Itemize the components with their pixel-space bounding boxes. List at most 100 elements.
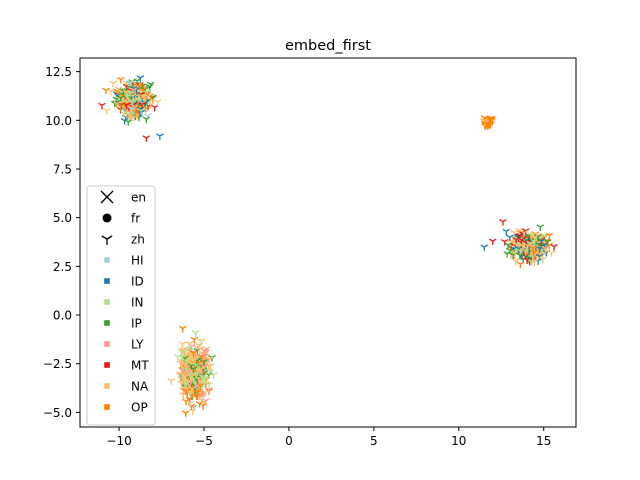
data-point bbox=[543, 239, 552, 246]
legend-label: NA bbox=[131, 380, 149, 394]
data-point bbox=[153, 99, 162, 106]
data-point bbox=[122, 102, 131, 110]
plot-frame bbox=[79, 57, 577, 428]
data-point bbox=[547, 250, 556, 257]
legend-marker bbox=[104, 341, 110, 347]
data-point bbox=[117, 95, 125, 102]
data-point bbox=[179, 348, 188, 356]
legend-label: IP bbox=[131, 317, 142, 331]
data-point bbox=[109, 80, 117, 88]
data-point bbox=[191, 330, 200, 337]
data-point bbox=[138, 101, 146, 109]
data-point bbox=[499, 219, 507, 226]
legend-label: MT bbox=[131, 359, 149, 373]
data-point bbox=[195, 401, 204, 408]
legend-entry: zh bbox=[101, 233, 145, 247]
data-point bbox=[142, 116, 151, 123]
data-point bbox=[545, 232, 554, 240]
chart-title: embed_first bbox=[285, 38, 371, 54]
legend-label: LY bbox=[131, 338, 144, 352]
data-point bbox=[117, 76, 125, 84]
data-point bbox=[102, 108, 111, 115]
data-point bbox=[189, 366, 198, 373]
legend-marker bbox=[104, 299, 110, 305]
data-point bbox=[514, 227, 523, 235]
data-point bbox=[156, 133, 164, 140]
legend-entry: HI bbox=[104, 254, 144, 268]
legend-label: en bbox=[131, 191, 146, 205]
legend-entry: NA bbox=[104, 380, 149, 394]
data-point bbox=[133, 78, 141, 85]
legend-marker bbox=[104, 362, 110, 368]
legend-entry: en bbox=[100, 190, 146, 205]
data-point bbox=[539, 256, 547, 264]
data-point bbox=[535, 253, 544, 261]
x-tick-label: 10 bbox=[451, 434, 466, 448]
x-tick-label: 0 bbox=[285, 434, 293, 448]
data-point bbox=[126, 90, 134, 97]
legend-label: HI bbox=[131, 254, 144, 268]
legend-entry: fr bbox=[102, 212, 140, 226]
data-point bbox=[516, 252, 524, 260]
legend-marker bbox=[104, 383, 110, 389]
y-tick-label: 7.5 bbox=[53, 162, 72, 176]
data-point bbox=[188, 408, 197, 416]
y-tick-label: 0.0 bbox=[53, 309, 72, 323]
data-point bbox=[520, 230, 528, 237]
data-point bbox=[183, 386, 192, 393]
data-point bbox=[201, 353, 210, 361]
y-tick-label: 10.0 bbox=[45, 114, 72, 128]
data-point bbox=[201, 389, 210, 397]
data-point bbox=[504, 242, 512, 249]
data-point bbox=[128, 106, 136, 114]
data-point bbox=[178, 354, 186, 362]
data-point bbox=[147, 102, 155, 109]
legend-marker bbox=[104, 278, 110, 284]
data-point bbox=[114, 86, 123, 93]
data-point bbox=[185, 396, 194, 403]
data-point bbox=[480, 244, 489, 251]
scatter-points bbox=[98, 75, 558, 417]
data-point bbox=[201, 398, 210, 405]
data-point bbox=[536, 224, 545, 231]
data-point bbox=[190, 336, 199, 344]
data-point bbox=[198, 374, 207, 381]
data-point bbox=[517, 237, 526, 245]
legend-marker bbox=[104, 404, 110, 410]
legend-box bbox=[86, 185, 156, 426]
data-point bbox=[145, 83, 154, 91]
data-point bbox=[206, 368, 214, 376]
data-point bbox=[107, 88, 115, 96]
data-point bbox=[191, 357, 199, 364]
legend-label: OP bbox=[131, 401, 148, 415]
data-point bbox=[529, 245, 537, 253]
data-point bbox=[523, 257, 531, 264]
legend-entry: MT bbox=[104, 359, 149, 373]
data-point bbox=[137, 108, 146, 115]
data-point bbox=[125, 112, 133, 119]
data-point bbox=[516, 248, 524, 255]
data-point bbox=[128, 98, 136, 105]
data-point bbox=[487, 115, 495, 123]
legend-entry: LY bbox=[104, 338, 144, 352]
y-tick-label: −2.5 bbox=[43, 357, 72, 371]
data-point bbox=[142, 135, 151, 142]
data-point bbox=[181, 410, 190, 417]
data-point bbox=[181, 369, 190, 377]
legend-label: IN bbox=[131, 296, 144, 310]
data-point bbox=[505, 234, 514, 242]
x-tick-label: 15 bbox=[536, 434, 551, 448]
data-point bbox=[132, 109, 140, 117]
data-point bbox=[184, 378, 193, 386]
data-point bbox=[113, 101, 121, 108]
data-point bbox=[167, 378, 176, 385]
data-point bbox=[503, 251, 511, 258]
y-tick-label: 5.0 bbox=[53, 211, 72, 225]
y-tick-label: 12.5 bbox=[45, 65, 72, 79]
y-axis: −5.0 −2.5 0.0 2.5 5.0 7.5 10.0 12.5 bbox=[43, 65, 80, 420]
legend-label: fr bbox=[131, 212, 140, 226]
legend-marker bbox=[100, 190, 114, 204]
data-point bbox=[189, 350, 198, 358]
data-point bbox=[124, 119, 133, 126]
